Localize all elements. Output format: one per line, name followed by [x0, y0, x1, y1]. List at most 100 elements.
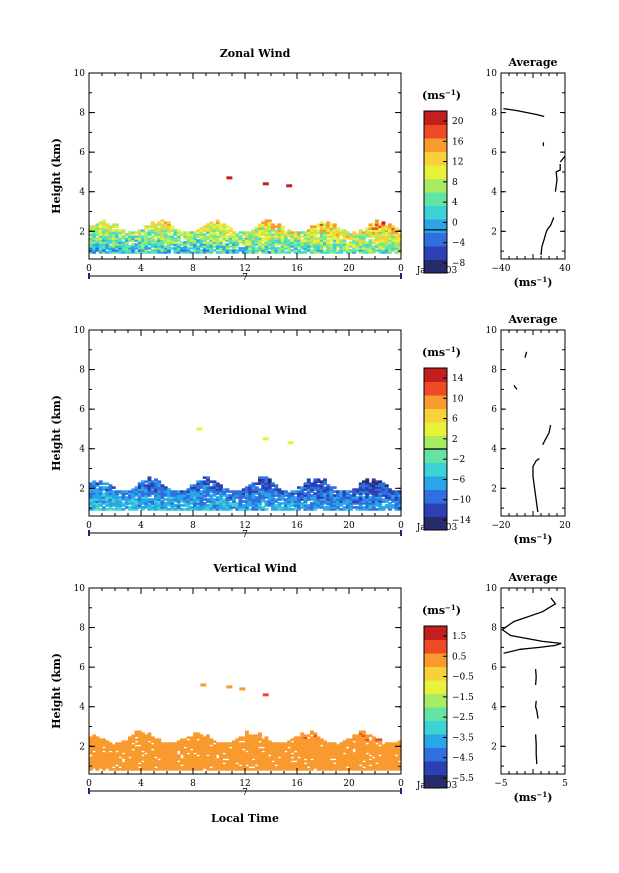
heatmap-cell: [274, 744, 279, 747]
heatmap-cell: [98, 235, 103, 238]
heatmap-cell: [300, 764, 305, 767]
heatmap-cell: [339, 750, 344, 753]
heatmap-cell: [176, 742, 181, 745]
heatmap-cell: [219, 750, 223, 753]
heatmap-cell: [368, 752, 373, 755]
heatmap-cell: [319, 748, 324, 751]
heatmap-cell: [170, 756, 175, 759]
heatmap-cell: [303, 241, 308, 244]
heatmap-cell: [95, 762, 100, 765]
heatmap-cell: [375, 488, 379, 491]
heatmap-cell: [271, 766, 275, 769]
heatmap-cell: [199, 506, 204, 509]
heatmap-cell: [225, 754, 230, 757]
heatmap-cell: [258, 508, 262, 511]
heatmap-cell: [336, 762, 340, 765]
heatmap-cell: [150, 736, 155, 739]
heatmap-cell: [134, 738, 139, 741]
heatmap-cell: [176, 762, 181, 765]
heatmap-cell: [264, 225, 269, 228]
heatmap-cell: [316, 736, 321, 739]
heatmap-cell: [355, 490, 360, 493]
heatmap-cell: [313, 764, 318, 767]
heatmap-cell: [137, 498, 142, 501]
heatmap-cell: [339, 233, 344, 236]
heatmap-cell: [206, 237, 210, 240]
heatmap-cell: [251, 508, 256, 511]
heatmap-cell: [358, 760, 363, 763]
heatmap-cell: [378, 241, 383, 244]
heatmap-cell: [336, 746, 340, 749]
heatmap-cell: [349, 237, 353, 240]
heatmap-cell: [121, 502, 126, 505]
heatmap-cell: [89, 251, 93, 254]
heatmap-cell: [219, 233, 223, 236]
heatmap-cell: [248, 756, 253, 759]
heatmap-cell: [290, 243, 295, 246]
colorbar-unit: (ms−1): [422, 603, 461, 617]
colorbar-unit-close: ): [456, 89, 461, 102]
heatmap-cell: [284, 502, 288, 505]
heatmap-cell: [235, 249, 240, 252]
heatmap-cell: [342, 245, 347, 248]
heatmap-cell: [225, 225, 230, 228]
heatmap-cell: [176, 500, 181, 503]
heatmap-cell: [199, 768, 204, 771]
heatmap-cell: [258, 233, 262, 236]
heatmap-cell: [206, 490, 210, 493]
heatmap-cell: [137, 502, 142, 505]
heatmap-cell: [342, 502, 347, 505]
heatmap-cell: [316, 480, 321, 483]
heatmap-cell: [102, 243, 106, 246]
average-title: Average: [507, 313, 557, 326]
heatmap-cell: [150, 221, 155, 224]
heatmap-cell: [98, 750, 103, 753]
heatmap-cell: [111, 486, 116, 489]
heatmap-cell: [118, 754, 123, 757]
heatmap-cell: [264, 237, 269, 240]
heatmap-cell: [293, 233, 298, 236]
heatmap-cell: [319, 235, 324, 238]
heatmap-cell: [368, 239, 373, 242]
heatmap-cell: [228, 744, 233, 747]
colorbar-unit-base: (ms: [422, 346, 445, 359]
heatmap-cell: [290, 492, 295, 495]
heatmap-cell: [261, 245, 266, 248]
heatmap-cell: [349, 740, 353, 743]
heatmap-cell: [189, 768, 194, 771]
heatmap-cell: [352, 756, 357, 759]
heatmap-cell: [111, 500, 116, 503]
heatmap-cell: [388, 766, 392, 769]
heatmap-cell: [371, 229, 376, 232]
heatmap-cell: [245, 245, 249, 248]
heatmap-cell: [264, 231, 269, 234]
heatmap-cell: [105, 235, 110, 238]
heatmap-cell: [186, 247, 191, 250]
average-profile-line: [524, 351, 528, 358]
heatmap-cell: [235, 490, 240, 493]
heatmap-cell: [212, 750, 217, 753]
heatmap-cell: [157, 506, 162, 509]
heatmap-cell: [222, 233, 227, 236]
heatmap-cell: [274, 508, 279, 511]
heatmap-cell: [167, 496, 171, 499]
heatmap-cell: [202, 746, 207, 749]
heatmap-cell: [189, 251, 194, 254]
heatmap-cell: [254, 241, 259, 244]
heatmap-cell: [102, 764, 106, 767]
heatmap-cell: [349, 744, 353, 747]
heatmap-cell: [222, 506, 227, 509]
heatmap-cell: [264, 742, 269, 745]
heatmap-cell: [394, 490, 399, 493]
heatmap-cell: [345, 498, 350, 501]
heatmap-cell: [290, 249, 295, 252]
heatmap-cell: [251, 231, 256, 234]
colorbar-tick-label: −14: [452, 516, 471, 526]
heatmap-cell: [319, 758, 324, 761]
heatmap-cell: [131, 494, 136, 497]
heatmap-cell: [163, 492, 168, 495]
heatmap-cell: [167, 762, 171, 765]
heatmap-cell: [245, 734, 249, 737]
heatmap-cell: [313, 760, 318, 763]
heatmap-cell: [202, 508, 207, 511]
